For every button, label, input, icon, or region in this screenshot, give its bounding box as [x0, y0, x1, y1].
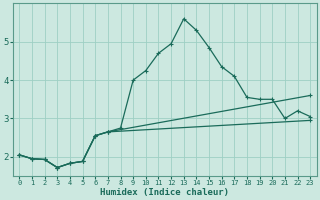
- X-axis label: Humidex (Indice chaleur): Humidex (Indice chaleur): [100, 188, 229, 197]
